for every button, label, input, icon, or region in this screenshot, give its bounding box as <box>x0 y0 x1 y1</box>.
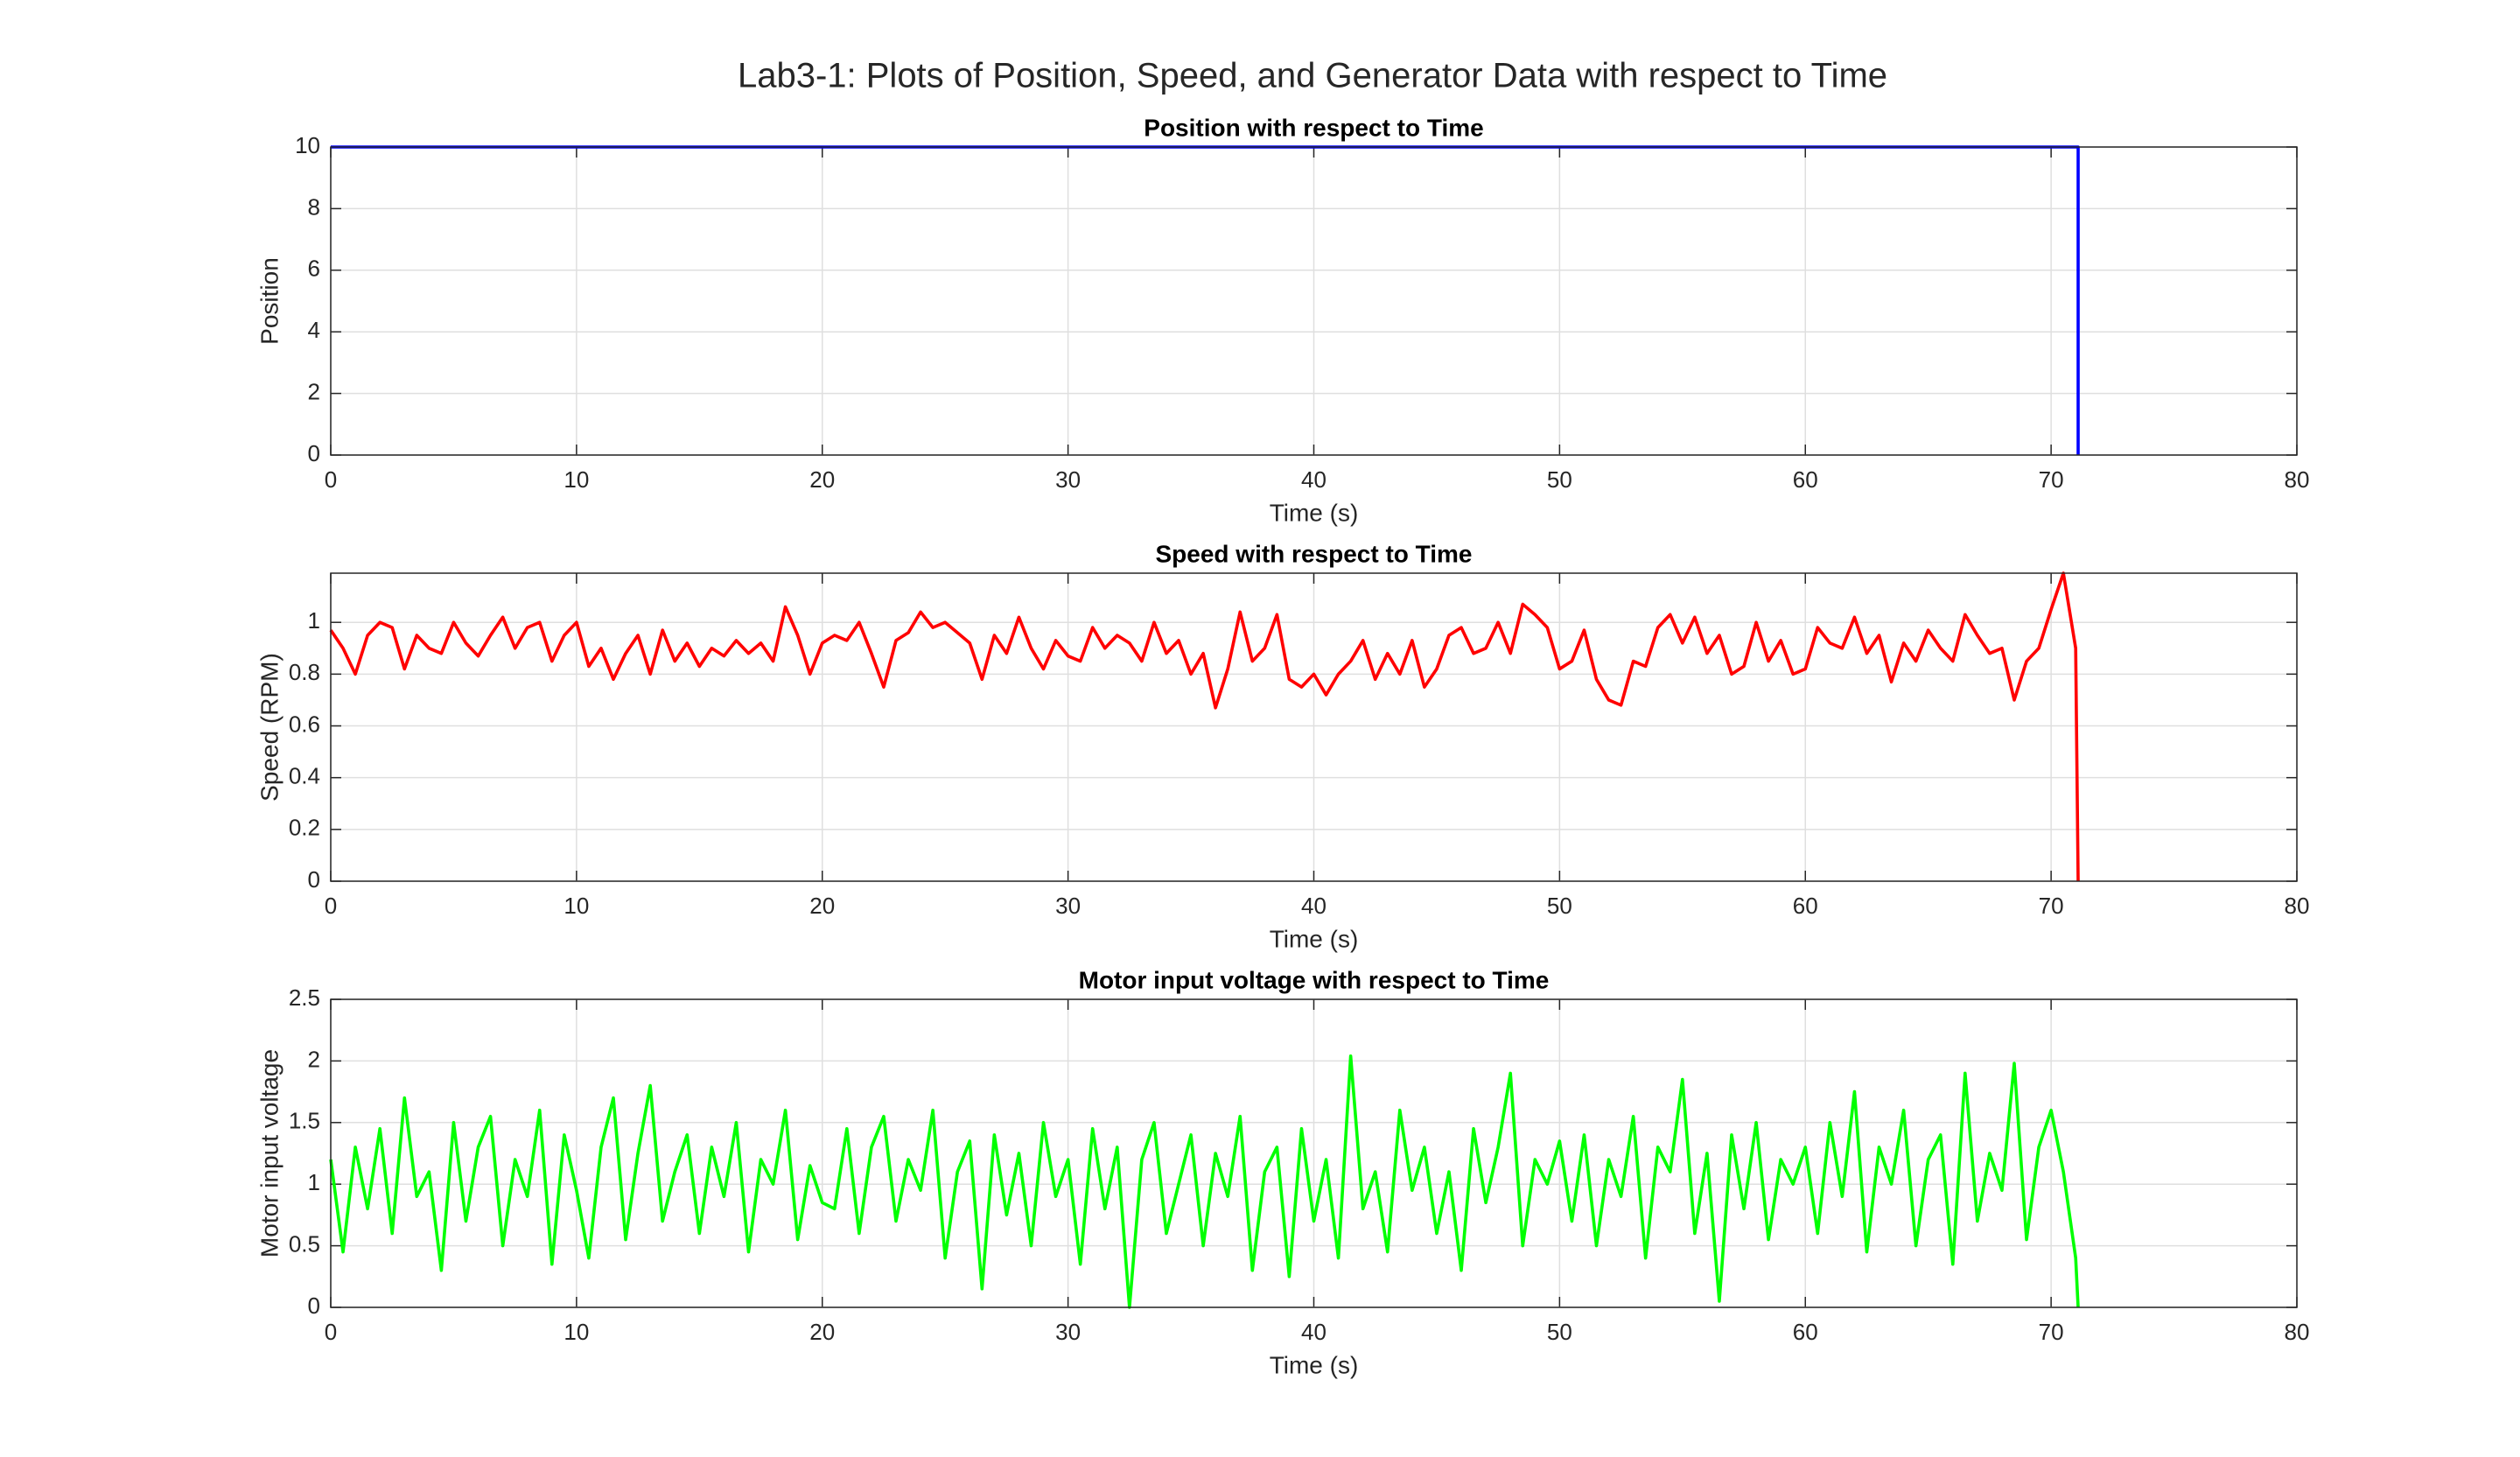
axes-box <box>330 998 2298 1308</box>
y-tick-label: 10 <box>295 132 320 158</box>
x-tick-label: 20 <box>809 893 835 919</box>
x-tick-label: 60 <box>1793 1319 1818 1345</box>
x-axis-label: Time (s) <box>1270 1351 1359 1378</box>
y-tick-label: 0.5 <box>289 1230 320 1257</box>
x-tick-label: 80 <box>2285 893 2310 919</box>
x-tick-label: 70 <box>2039 893 2064 919</box>
y-tick-label: 6 <box>308 256 320 282</box>
x-tick-label: 70 <box>2039 466 2064 493</box>
y-axis-label: Motor input voltage <box>256 1049 283 1257</box>
x-tick-label: 20 <box>809 466 835 493</box>
y-tick-label: 2 <box>308 1046 320 1072</box>
x-tick-label: 40 <box>1301 466 1326 493</box>
y-tick-label: 2.5 <box>289 984 320 1011</box>
y-tick-label: 0.2 <box>289 815 320 841</box>
y-tick-label: 0.6 <box>289 711 320 737</box>
y-tick-label: 1 <box>308 607 320 634</box>
x-tick-label: 30 <box>1055 466 1081 493</box>
x-tick-label: 80 <box>2285 1319 2310 1345</box>
x-tick-label: 70 <box>2039 1319 2064 1345</box>
x-tick-label: 10 <box>564 466 589 493</box>
x-tick-label: 0 <box>325 1319 337 1345</box>
y-tick-label: 8 <box>308 193 320 220</box>
y-tick-label: 1.5 <box>289 1108 320 1134</box>
figure-title: Lab3-1: Plots of Position, Speed, and Ge… <box>738 57 1887 95</box>
data-line <box>329 571 2080 882</box>
x-tick-label: 40 <box>1301 893 1326 919</box>
y-axis-label: Speed (RPM) <box>256 653 283 802</box>
x-tick-label: 10 <box>564 1319 589 1345</box>
subplot-title: Speed with respect to Time <box>1155 540 1472 567</box>
x-axis-label: Time (s) <box>1270 925 1359 952</box>
x-tick-label: 50 <box>1547 1319 1572 1345</box>
x-tick-label: 60 <box>1793 466 1818 493</box>
x-tick-label: 30 <box>1055 1319 1081 1345</box>
x-tick-label: 60 <box>1793 893 1818 919</box>
data-line <box>329 1054 2080 1309</box>
y-tick-label: 0.8 <box>289 659 320 685</box>
y-tick-label: 0.4 <box>289 763 320 789</box>
x-tick-label: 10 <box>564 893 589 919</box>
y-tick-label: 0 <box>308 440 320 466</box>
x-tick-label: 50 <box>1547 466 1572 493</box>
x-tick-label: 0 <box>325 466 337 493</box>
x-tick-label: 50 <box>1547 893 1572 919</box>
y-tick-label: 1 <box>308 1169 320 1195</box>
x-tick-label: 30 <box>1055 893 1081 919</box>
y-tick-label: 2 <box>308 378 320 404</box>
x-axis-label: Time (s) <box>1270 499 1359 526</box>
axes-box <box>330 572 2298 882</box>
x-tick-label: 20 <box>809 1319 835 1345</box>
subplot-title: Motor input voltage with respect to Time <box>1079 966 1550 993</box>
y-axis-label: Position <box>256 257 283 345</box>
x-tick-label: 80 <box>2285 466 2310 493</box>
y-tick-label: 4 <box>308 317 320 343</box>
x-tick-label: 0 <box>325 893 337 919</box>
subplot-title: Position with respect to Time <box>1144 114 1483 141</box>
axes-box <box>330 146 2298 456</box>
y-tick-label: 0 <box>308 866 320 893</box>
x-tick-label: 40 <box>1301 1319 1326 1345</box>
y-tick-label: 0 <box>308 1292 320 1319</box>
